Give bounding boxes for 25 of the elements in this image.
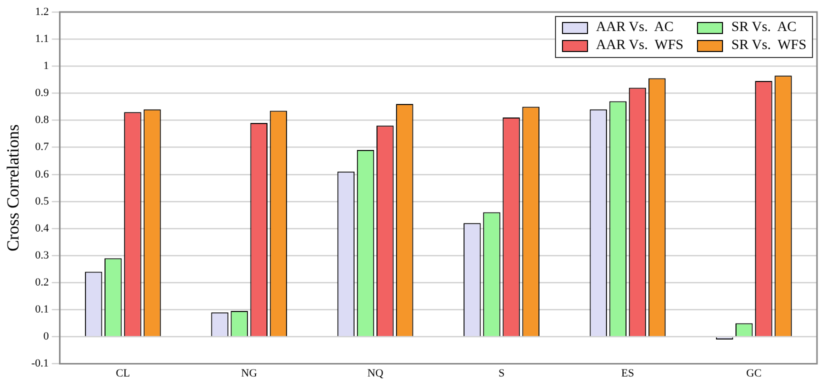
y-tick-label: 0.4 (35, 222, 50, 234)
y-tick-label: -0.1 (31, 358, 49, 370)
y-tick-label: 0.2 (35, 276, 49, 289)
x-tick-label: ES (621, 367, 634, 380)
x-tick-label: S (498, 367, 505, 380)
y-tick-label: 0.5 (35, 195, 50, 208)
y-tick-label: 0.8 (35, 114, 50, 126)
legend-label: SR Vs. AC (731, 20, 797, 36)
legend-label: AAR Vs. AC (596, 20, 674, 36)
y-tick-label: 0.7 (35, 141, 50, 154)
y-tick-label: 0.3 (35, 249, 50, 262)
legend-label: AAR Vs. WFS (596, 38, 684, 54)
legend-label: SR Vs. WFS (731, 38, 806, 54)
y-tick-label: 1 (43, 60, 49, 72)
y-tick-label: 0 (43, 330, 50, 343)
y-axis-title: Cross Correlations (4, 124, 23, 252)
y-tick-label: 1.1 (35, 32, 49, 45)
x-tick-label: GC (746, 367, 762, 380)
x-tick-label: NG (241, 367, 258, 380)
x-tick-label: CL (116, 367, 130, 380)
y-tick-label: 0.9 (35, 87, 50, 100)
y-tick-label: 0.1 (35, 304, 49, 316)
y-tick-label: 0.6 (35, 168, 50, 180)
y-tick-label: 1.2 (35, 6, 49, 18)
x-tick-label: NQ (367, 367, 384, 380)
